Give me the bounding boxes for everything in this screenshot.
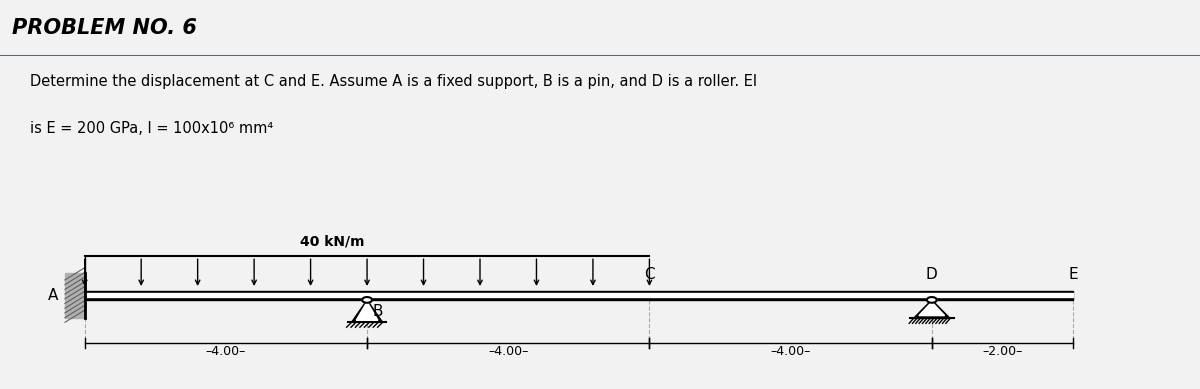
Text: PROBLEM NO. 6: PROBLEM NO. 6 xyxy=(12,18,197,38)
Bar xyxy=(85,291,1073,300)
Circle shape xyxy=(926,297,937,303)
Text: –4.00–: –4.00– xyxy=(205,345,246,358)
Polygon shape xyxy=(356,302,378,320)
Text: –4.00–: –4.00– xyxy=(488,345,528,358)
Polygon shape xyxy=(913,300,950,319)
Text: C: C xyxy=(644,267,655,282)
Circle shape xyxy=(362,297,372,303)
Bar xyxy=(65,273,85,318)
Text: –2.00–: –2.00– xyxy=(982,345,1022,358)
Polygon shape xyxy=(919,302,944,315)
Text: A: A xyxy=(48,288,58,303)
Text: Determine the displacement at C and E. Assume A is a fixed support, B is a pin, : Determine the displacement at C and E. A… xyxy=(30,74,757,89)
Polygon shape xyxy=(352,300,383,322)
Text: D: D xyxy=(926,267,937,282)
Text: is E = 200 GPa, I = 100x10⁶ mm⁴: is E = 200 GPa, I = 100x10⁶ mm⁴ xyxy=(30,121,274,136)
Bar xyxy=(85,293,1073,297)
Text: B: B xyxy=(372,304,383,319)
Text: 40 kN/m: 40 kN/m xyxy=(300,235,364,249)
Text: –4.00–: –4.00– xyxy=(770,345,811,358)
Text: E: E xyxy=(1068,267,1078,282)
